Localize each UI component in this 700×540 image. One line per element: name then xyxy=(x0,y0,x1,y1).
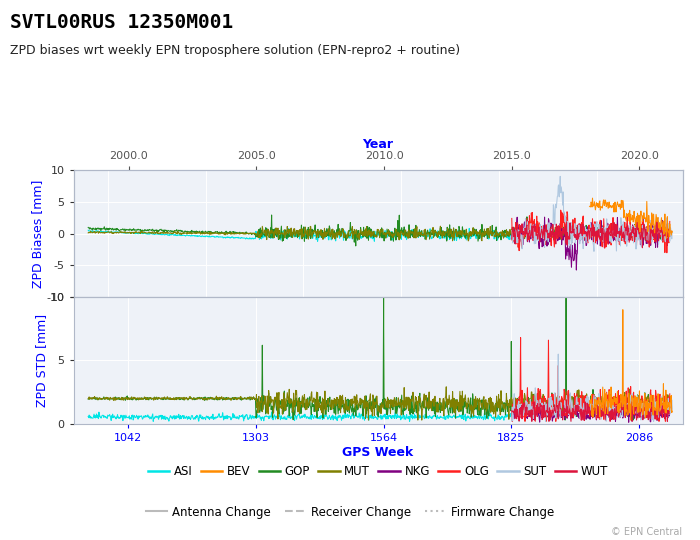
Y-axis label: ZPD Biases [mm]: ZPD Biases [mm] xyxy=(31,179,43,288)
X-axis label: GPS Week: GPS Week xyxy=(342,446,414,458)
Text: © EPN Central: © EPN Central xyxy=(611,527,682,537)
Text: SVTL00RUS 12350M001: SVTL00RUS 12350M001 xyxy=(10,14,234,32)
Legend: Antenna Change, Receiver Change, Firmware Change: Antenna Change, Receiver Change, Firmwar… xyxy=(141,501,559,523)
X-axis label: Year: Year xyxy=(363,138,393,151)
Legend: ASI, BEV, GOP, MUT, NKG, OLG, SUT, WUT: ASI, BEV, GOP, MUT, NKG, OLG, SUT, WUT xyxy=(144,461,612,483)
Text: ZPD biases wrt weekly EPN troposphere solution (EPN-repro2 + routine): ZPD biases wrt weekly EPN troposphere so… xyxy=(10,44,461,57)
Y-axis label: ZPD STD [mm]: ZPD STD [mm] xyxy=(35,314,48,407)
